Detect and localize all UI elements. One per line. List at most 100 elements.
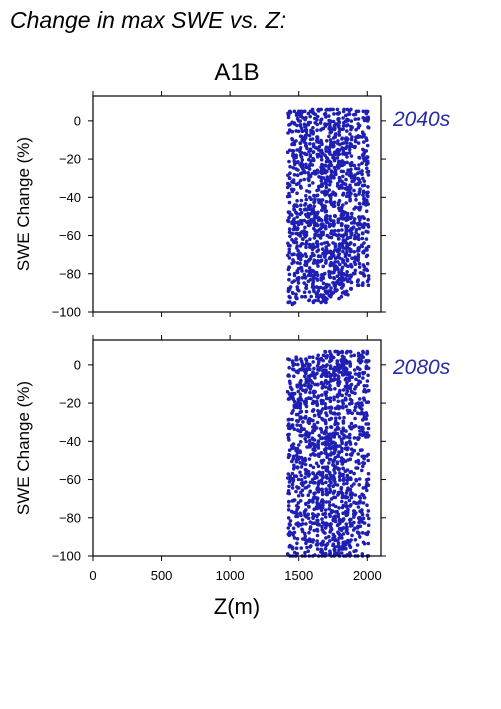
data-point xyxy=(311,150,316,155)
data-point xyxy=(360,531,365,535)
data-point xyxy=(343,292,348,296)
data-point xyxy=(307,298,312,302)
data-point xyxy=(349,286,354,291)
data-point xyxy=(347,402,352,406)
data-point xyxy=(295,227,300,232)
data-point xyxy=(316,367,320,372)
data-point xyxy=(290,444,294,449)
ticks-2080s: 0 −20 −40 −60 −80 −100 0 500 1000 1500 2000 xyxy=(52,335,386,583)
data-point xyxy=(343,273,348,277)
data-point xyxy=(327,446,331,450)
data-point xyxy=(305,146,309,151)
data-point xyxy=(304,409,309,414)
data-point xyxy=(365,431,370,435)
data-point xyxy=(328,160,333,165)
data-point xyxy=(304,194,308,198)
data-point xyxy=(315,259,320,264)
data-point xyxy=(308,237,312,241)
data-point xyxy=(343,377,348,382)
data-point xyxy=(296,277,301,281)
data-point xyxy=(343,119,348,124)
data-point xyxy=(362,179,367,183)
data-point xyxy=(360,520,365,524)
data-point xyxy=(319,231,324,235)
data-point xyxy=(328,539,332,543)
data-point xyxy=(299,473,304,478)
data-point xyxy=(342,141,346,145)
data-point xyxy=(356,117,361,121)
data-point xyxy=(335,156,340,160)
data-point xyxy=(358,367,362,372)
data-point xyxy=(365,159,370,163)
data-point xyxy=(345,257,350,262)
data-point xyxy=(337,133,342,137)
data-point xyxy=(335,107,340,112)
data-point xyxy=(341,192,346,197)
data-point xyxy=(302,218,307,223)
data-point xyxy=(329,163,334,168)
data-point xyxy=(324,393,328,398)
data-point xyxy=(348,235,353,240)
data-point xyxy=(311,261,316,265)
data-point xyxy=(312,521,317,525)
data-point xyxy=(335,523,340,528)
data-point xyxy=(306,171,311,175)
data-point xyxy=(366,277,371,281)
data-point xyxy=(331,431,335,436)
data-point xyxy=(342,433,346,438)
data-point xyxy=(295,446,300,451)
data-point xyxy=(333,214,337,218)
data-point xyxy=(315,371,319,376)
data-point xyxy=(311,370,315,374)
data-point xyxy=(316,444,320,448)
data-point xyxy=(350,215,354,219)
data-point xyxy=(357,226,362,231)
data-point xyxy=(366,217,370,222)
data-point xyxy=(320,524,324,529)
data-point xyxy=(337,243,342,248)
data-point xyxy=(364,435,368,439)
data-point xyxy=(317,433,322,438)
data-point xyxy=(331,532,336,537)
data-point xyxy=(323,511,328,516)
data-point xyxy=(348,504,352,508)
data-point xyxy=(304,242,308,246)
data-point xyxy=(290,137,295,142)
data-point xyxy=(298,257,303,262)
data-point xyxy=(291,393,295,397)
data-point xyxy=(314,542,319,547)
data-point xyxy=(340,354,345,359)
y-tick-label: −60 xyxy=(59,472,81,487)
data-point xyxy=(353,391,357,396)
data-point xyxy=(315,518,320,523)
period-label-2080s: 2080s xyxy=(392,356,451,379)
data-point xyxy=(294,237,298,241)
data-point xyxy=(304,541,308,546)
data-point xyxy=(291,149,296,153)
data-point xyxy=(310,512,315,516)
data-point xyxy=(306,374,311,379)
data-point xyxy=(300,237,305,241)
data-point xyxy=(354,442,358,446)
data-point xyxy=(307,457,312,461)
data-point xyxy=(341,203,345,207)
data-point xyxy=(354,377,358,382)
data-point xyxy=(324,289,328,293)
data-point xyxy=(299,198,304,203)
data-point xyxy=(347,109,352,113)
data-point xyxy=(302,510,307,514)
data-point xyxy=(336,375,341,380)
data-point xyxy=(290,231,295,236)
data-point xyxy=(349,495,354,500)
data-point xyxy=(319,117,324,122)
data-point xyxy=(300,493,305,498)
data-point xyxy=(328,262,333,267)
data-point xyxy=(357,483,362,487)
data-point xyxy=(319,217,323,222)
data-point xyxy=(340,495,345,500)
data-point xyxy=(335,461,340,466)
data-point xyxy=(319,547,324,552)
data-point xyxy=(324,492,329,497)
data-point xyxy=(357,155,361,160)
data-point xyxy=(318,121,323,125)
